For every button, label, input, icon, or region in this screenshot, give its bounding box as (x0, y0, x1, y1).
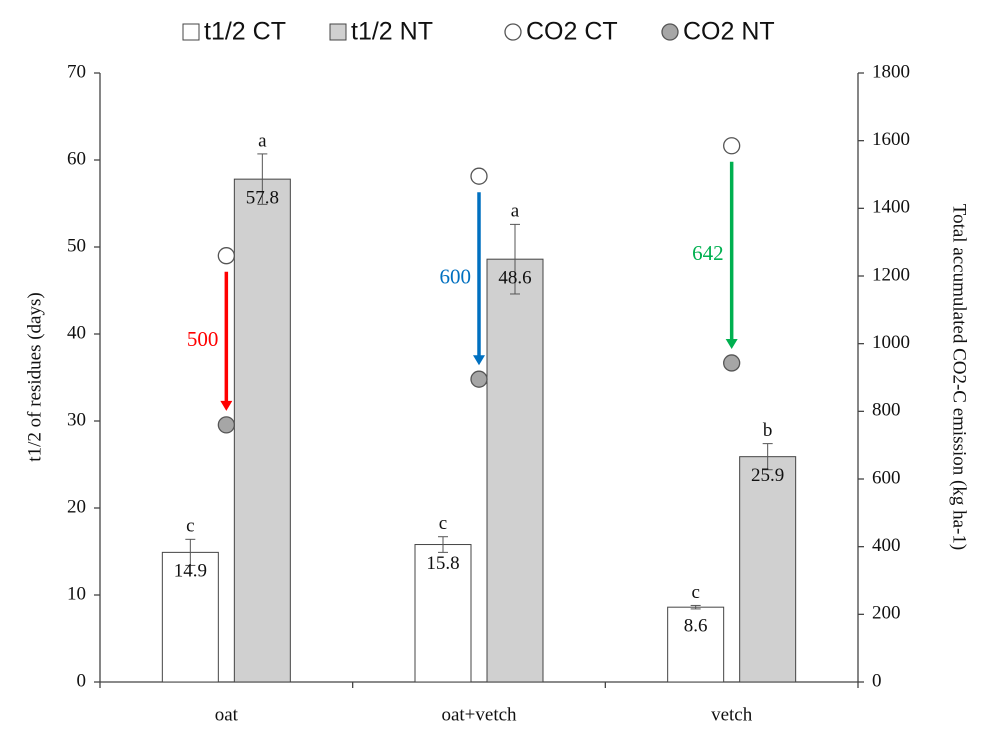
y-tick-label: 60 (67, 148, 86, 169)
x-tick-label: oat (215, 704, 239, 725)
error-bar (185, 538, 196, 566)
point (723, 137, 741, 155)
legend-swatch (182, 23, 200, 41)
arrow-head (473, 355, 485, 366)
data-label: 25.9 (751, 465, 784, 486)
legend-label: CO2 NT (683, 18, 775, 46)
y2-tick-label: 200 (872, 603, 901, 624)
error-bar (690, 604, 701, 610)
annotation: 500 (187, 327, 219, 351)
data-label: 57.8 (246, 187, 279, 208)
annotation: 600 (440, 265, 472, 289)
error-bar (762, 443, 773, 471)
y-tick-label: 50 (67, 235, 86, 256)
legend-swatch (661, 23, 679, 41)
data-label: 15.8 (426, 553, 459, 574)
y2-tick-label: 0 (872, 670, 882, 691)
bar (486, 258, 544, 683)
y-tick-label: 40 (67, 322, 86, 343)
significance-letter: a (258, 130, 267, 151)
y-axis-label: t1/2 of residues (days) (24, 292, 45, 461)
y2-tick-label: 800 (872, 400, 901, 421)
bar (414, 544, 472, 683)
bar (667, 606, 725, 683)
significance-letter: a (511, 201, 520, 222)
error-bar (257, 153, 268, 205)
y-tick-label: 20 (67, 496, 86, 517)
y2-axis-label: Total accumulated CO2-C emission (kg ha-… (949, 204, 970, 550)
y2-tick-label: 1200 (872, 264, 910, 285)
point (470, 167, 488, 185)
data-label: 14.9 (174, 561, 207, 582)
point (723, 354, 741, 372)
x-tick-label: oat+vetch (441, 704, 517, 725)
y-tick-label: 0 (77, 670, 87, 691)
y-tick-label: 70 (67, 61, 86, 82)
point (217, 247, 235, 265)
point (470, 370, 488, 388)
significance-letter: b (763, 420, 773, 441)
y-tick-label: 30 (67, 409, 86, 430)
legend-label: t1/2 CT (204, 18, 286, 46)
bar (739, 456, 797, 683)
x-tick-label: vetch (711, 704, 753, 725)
y2-tick-label: 1800 (872, 61, 910, 82)
y2-tick-label: 1400 (872, 197, 910, 218)
significance-letter: c (691, 582, 699, 603)
arrow-head (725, 338, 738, 349)
legend-swatch (504, 23, 522, 41)
y2-tick-label: 400 (872, 535, 901, 556)
error-bar (438, 536, 448, 553)
y-tick-label: 10 (67, 583, 86, 604)
legend-swatch (329, 23, 347, 41)
y2-tick-label: 1600 (872, 129, 910, 150)
point (217, 416, 235, 434)
y2-tick-label: 600 (872, 467, 901, 488)
significance-letter: c (186, 516, 194, 537)
bar (233, 178, 291, 683)
annotation: 642 (692, 241, 724, 265)
significance-letter: c (439, 513, 447, 534)
data-label: 48.6 (498, 268, 531, 289)
arrow-head (220, 400, 233, 411)
legend-label: t1/2 NT (351, 18, 433, 46)
error-bar (510, 223, 520, 295)
y2-tick-label: 1000 (872, 332, 910, 353)
legend-label: CO2 CT (526, 18, 618, 46)
data-label: 8.6 (684, 616, 708, 637)
